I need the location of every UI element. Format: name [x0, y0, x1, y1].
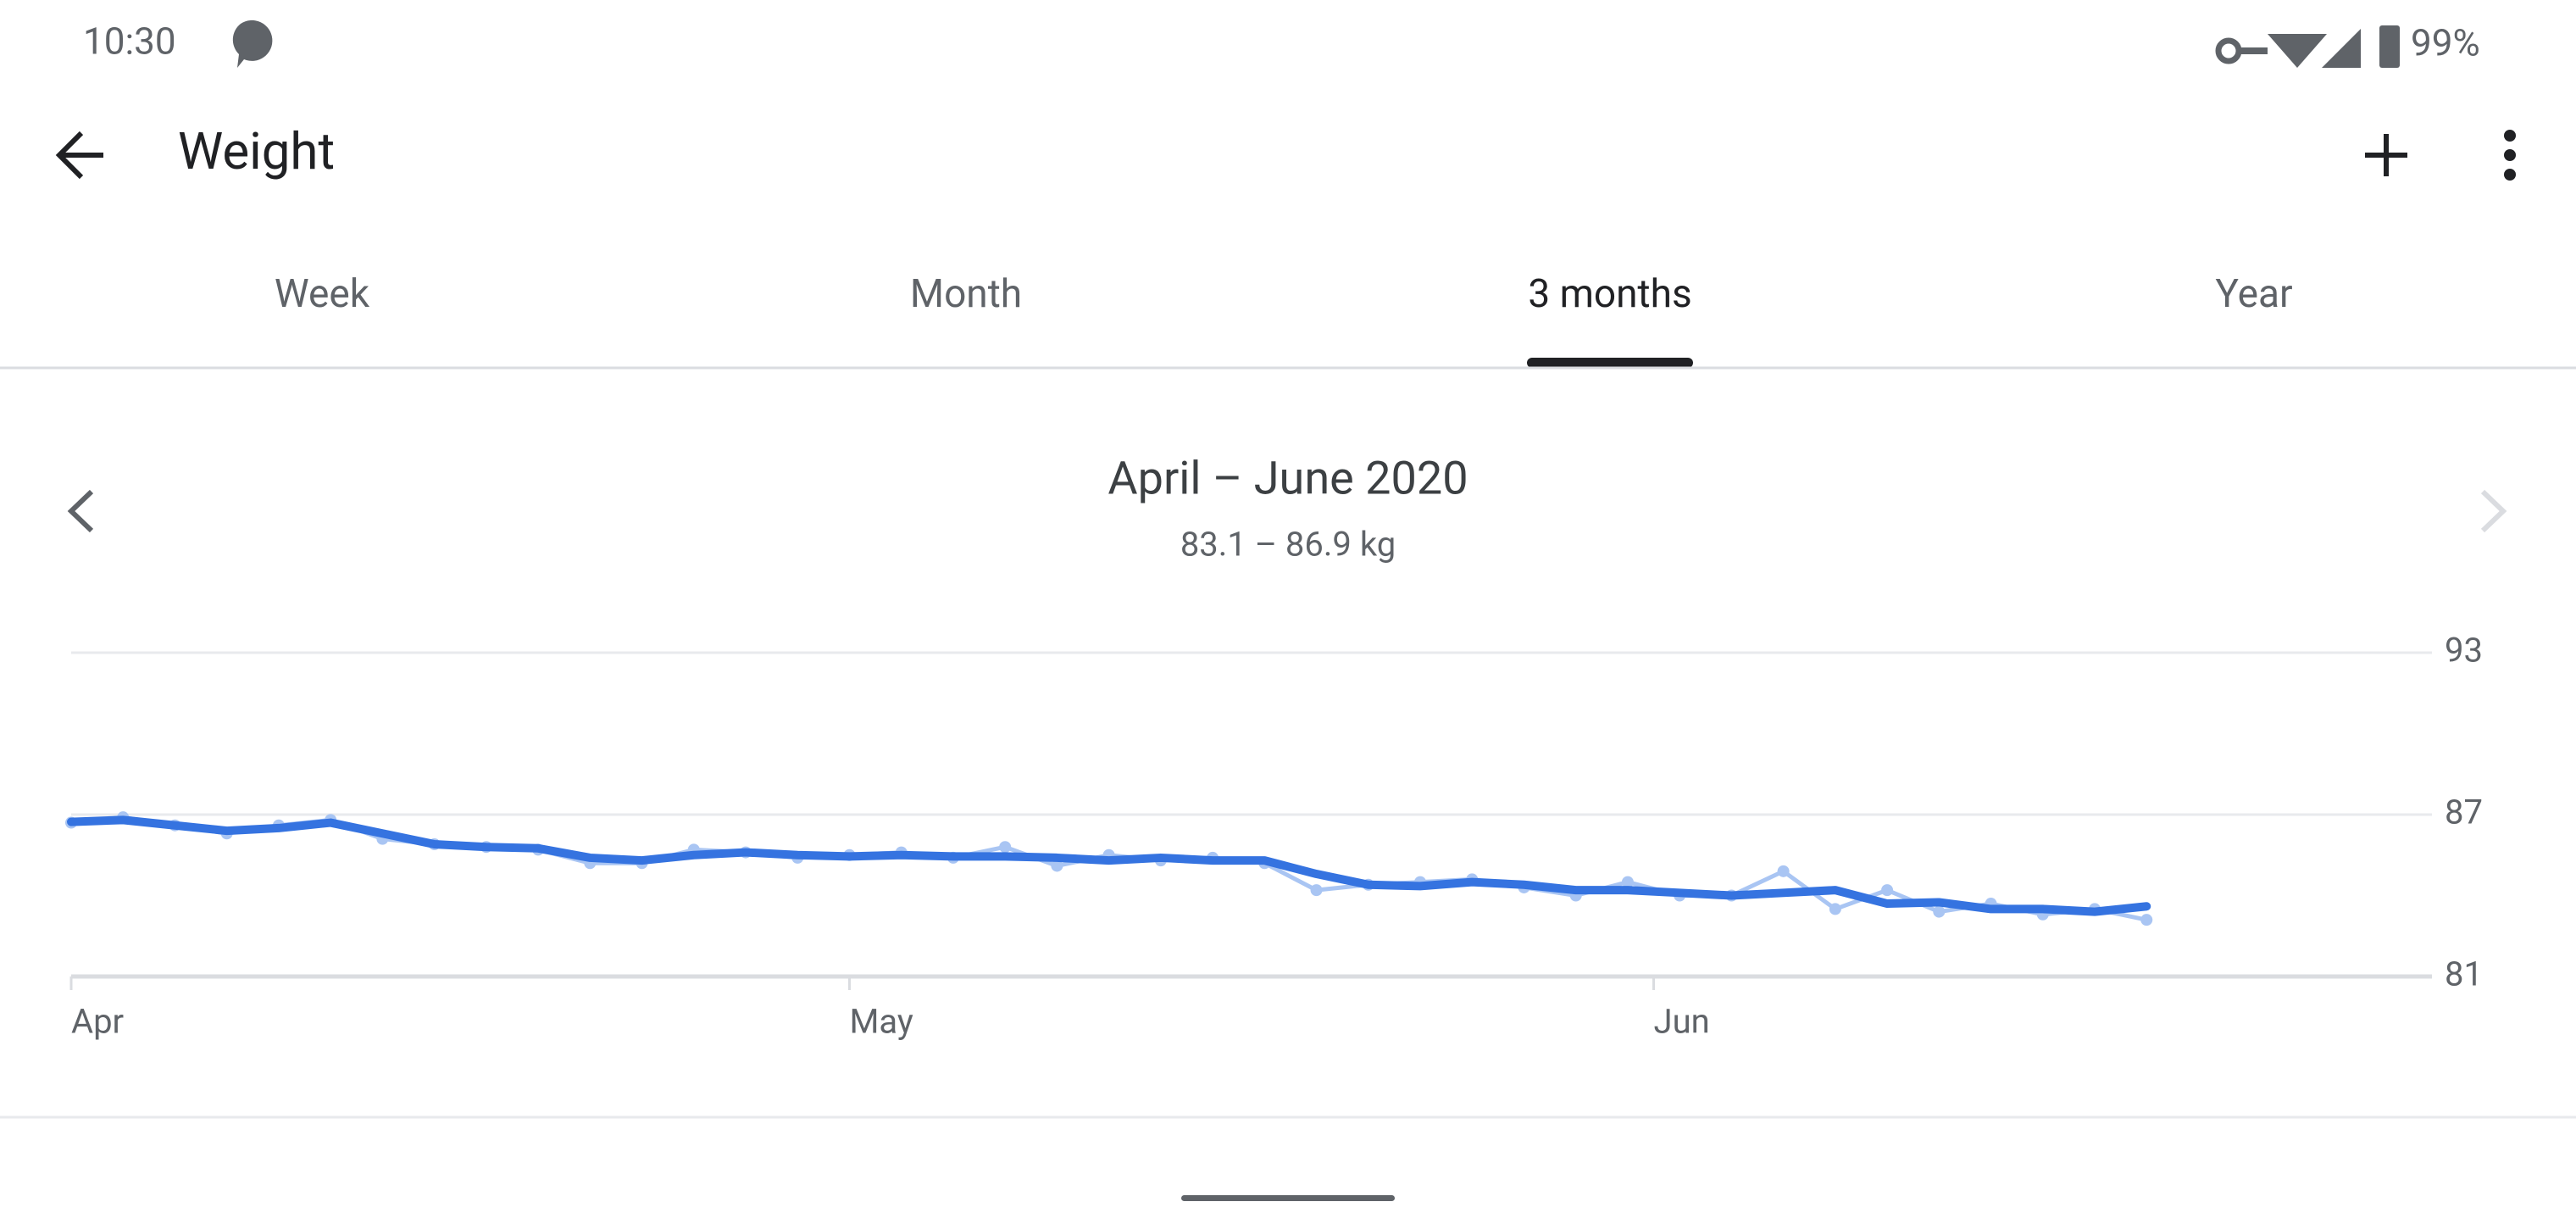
- x-tick-label: May: [849, 1002, 913, 1042]
- tab-label[interactable]: Week: [275, 271, 370, 317]
- tab-label[interactable]: Year: [2215, 271, 2292, 317]
- period-range: 83.1 – 86.9 kg: [1180, 525, 1396, 565]
- tab-label[interactable]: 3 months: [1528, 271, 1691, 317]
- home-indicator[interactable]: [1181, 1195, 1395, 1201]
- battery-label: 99%: [2411, 21, 2480, 65]
- data-point: [1051, 860, 1063, 872]
- data-point: [1621, 876, 1634, 888]
- data-point: [2140, 914, 2153, 926]
- hangouts-icon: [232, 19, 273, 68]
- tab-indicator: [1527, 358, 1693, 368]
- next-period[interactable]: [2480, 489, 2507, 533]
- app-title: Weight: [178, 121, 335, 181]
- tab-label[interactable]: Month: [910, 271, 1022, 317]
- period-title: April – June 2020: [1108, 452, 1468, 505]
- status-time: 10:30: [83, 19, 176, 64]
- data-point: [1933, 905, 1946, 918]
- data-point: [999, 841, 1012, 854]
- y-tick-label: 87: [2445, 793, 2483, 832]
- x-tick-label: Apr: [71, 1002, 124, 1042]
- x-tick-label: Jun: [1654, 1002, 1710, 1042]
- series-line: [67, 815, 2151, 916]
- data-point: [1777, 865, 1790, 877]
- y-tick-label: 93: [2445, 631, 2483, 670]
- more-button[interactable]: [2504, 130, 2516, 181]
- status-icons: [2215, 25, 2400, 68]
- back-button[interactable]: [55, 131, 103, 180]
- add-button[interactable]: [2365, 134, 2407, 176]
- prev-period[interactable]: [67, 489, 94, 533]
- data-point: [1881, 884, 1894, 897]
- y-tick-label: 81: [2445, 954, 2483, 994]
- data-point: [1829, 903, 1841, 915]
- data-point: [1310, 884, 1323, 897]
